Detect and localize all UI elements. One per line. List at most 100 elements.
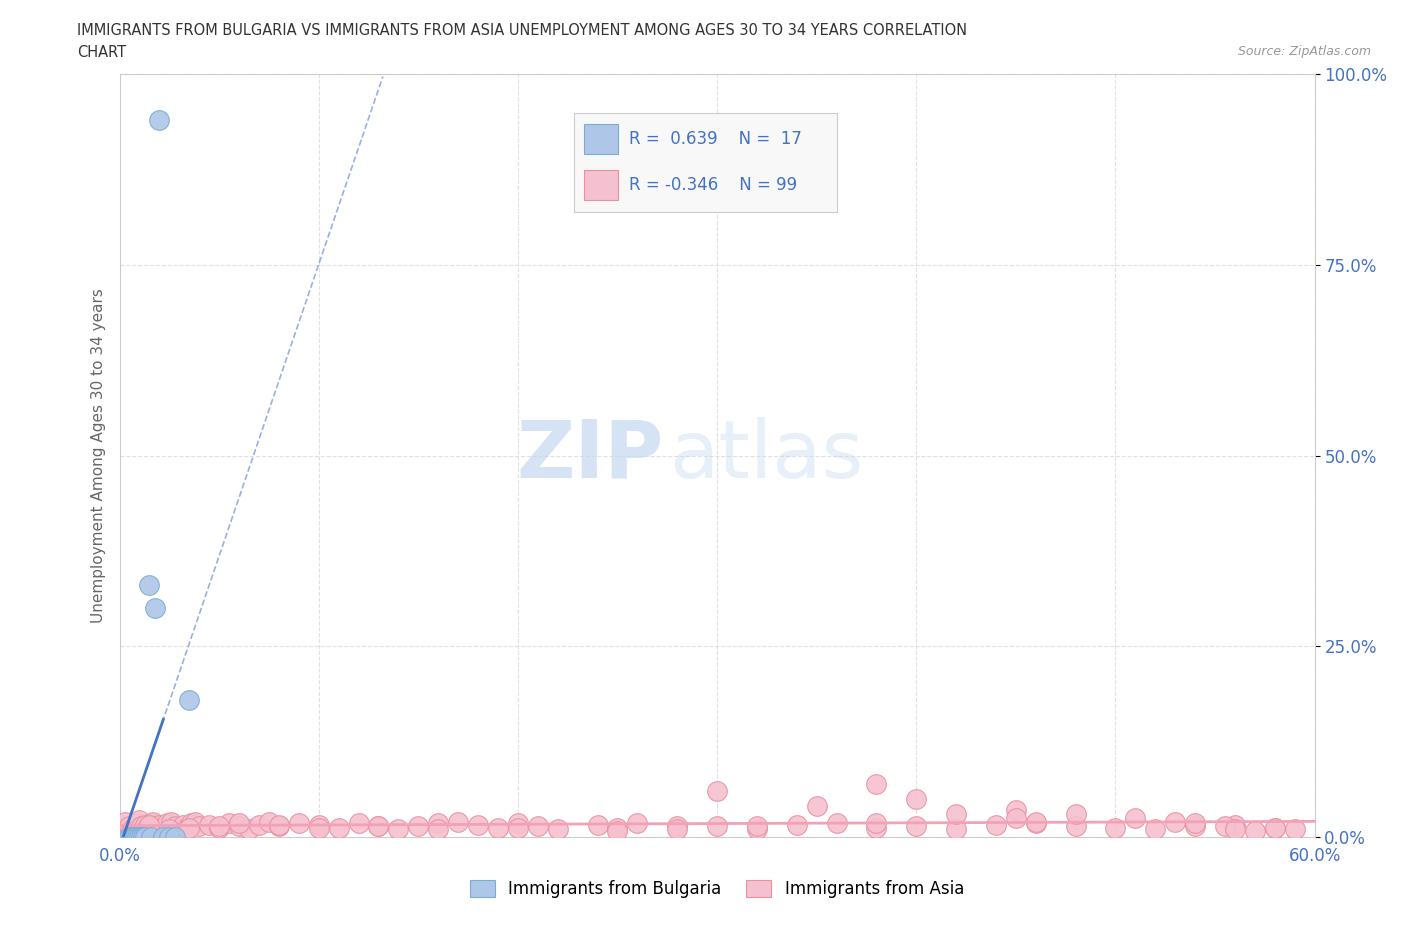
- Point: [1184, 818, 1206, 833]
- Point: [176, 820, 198, 835]
- Point: [506, 816, 529, 830]
- Text: Source: ZipAtlas.com: Source: ZipAtlas.com: [1237, 45, 1371, 58]
- Point: [308, 820, 330, 835]
- Point: [247, 817, 270, 832]
- Point: [267, 817, 290, 832]
- Point: [145, 601, 166, 616]
- Point: [626, 816, 648, 830]
- Point: [586, 817, 609, 832]
- Point: [984, 817, 1007, 832]
- Point: [134, 830, 156, 844]
- Point: [141, 816, 163, 830]
- Point: [486, 820, 509, 835]
- Point: [188, 819, 211, 834]
- Point: [1223, 822, 1246, 837]
- Point: [666, 819, 689, 834]
- Point: [148, 113, 170, 127]
- Point: [146, 822, 169, 837]
- Point: [387, 822, 409, 837]
- Point: [118, 818, 141, 833]
- Point: [1164, 815, 1187, 830]
- Point: [606, 820, 628, 835]
- Point: [506, 820, 529, 835]
- Text: R = -0.346    N = 99: R = -0.346 N = 99: [628, 176, 797, 193]
- Point: [865, 816, 887, 830]
- Point: [328, 820, 350, 835]
- Text: atlas: atlas: [669, 417, 863, 495]
- Point: [367, 818, 389, 833]
- Point: [208, 819, 231, 834]
- Point: [825, 816, 848, 830]
- Point: [905, 791, 928, 806]
- Point: [124, 830, 146, 844]
- Point: [156, 816, 179, 830]
- Point: [1064, 806, 1087, 821]
- Point: [138, 578, 160, 592]
- Point: [169, 822, 191, 837]
- Text: IMMIGRANTS FROM BULGARIA VS IMMIGRANTS FROM ASIA UNEMPLOYMENT AMONG AGES 30 TO 3: IMMIGRANTS FROM BULGARIA VS IMMIGRANTS F…: [77, 23, 967, 38]
- Point: [1264, 820, 1286, 835]
- Point: [745, 818, 768, 833]
- Point: [257, 815, 280, 830]
- Point: [157, 830, 180, 844]
- Point: [1125, 811, 1147, 826]
- Point: [945, 806, 967, 821]
- Point: [308, 817, 330, 832]
- Point: [180, 816, 202, 830]
- Point: [527, 818, 550, 833]
- Point: [160, 815, 183, 830]
- Point: [745, 822, 768, 837]
- Point: [228, 816, 250, 830]
- Point: [1064, 819, 1087, 834]
- Point: [198, 817, 221, 832]
- Point: [165, 830, 187, 844]
- Point: [124, 822, 146, 837]
- Point: [179, 820, 201, 835]
- Point: [172, 817, 194, 832]
- Point: [132, 822, 155, 837]
- Point: [128, 813, 150, 828]
- Point: [228, 818, 250, 833]
- Point: [865, 777, 887, 791]
- FancyBboxPatch shape: [583, 170, 619, 200]
- Point: [184, 815, 207, 830]
- Point: [152, 820, 174, 835]
- Point: [1025, 815, 1047, 830]
- Point: [1005, 811, 1028, 826]
- Point: [945, 822, 967, 837]
- Point: [1213, 818, 1236, 833]
- Point: [141, 830, 163, 844]
- Point: [367, 818, 389, 833]
- Point: [142, 815, 165, 830]
- Point: [447, 815, 470, 830]
- Point: [122, 830, 145, 844]
- Text: CHART: CHART: [77, 45, 127, 60]
- Point: [706, 818, 728, 833]
- Point: [127, 816, 149, 830]
- Point: [134, 817, 156, 832]
- Point: [547, 822, 569, 837]
- Point: [165, 818, 187, 833]
- Point: [1284, 822, 1306, 837]
- Legend: Immigrants from Bulgaria, Immigrants from Asia: Immigrants from Bulgaria, Immigrants fro…: [463, 873, 972, 905]
- Point: [152, 830, 174, 844]
- Point: [127, 830, 149, 844]
- Point: [288, 816, 311, 830]
- Point: [132, 830, 155, 844]
- Point: [1223, 817, 1246, 832]
- Text: R =  0.639    N =  17: R = 0.639 N = 17: [628, 130, 801, 148]
- Point: [121, 823, 143, 838]
- Point: [1184, 816, 1206, 830]
- Point: [1244, 823, 1267, 838]
- Point: [179, 692, 201, 707]
- Point: [467, 817, 489, 832]
- Point: [905, 818, 928, 833]
- Point: [427, 822, 450, 837]
- Point: [427, 816, 450, 830]
- FancyBboxPatch shape: [583, 125, 619, 154]
- Text: ZIP: ZIP: [516, 417, 664, 495]
- Point: [136, 820, 159, 835]
- Point: [238, 822, 260, 837]
- Point: [865, 820, 887, 835]
- Point: [1025, 816, 1047, 830]
